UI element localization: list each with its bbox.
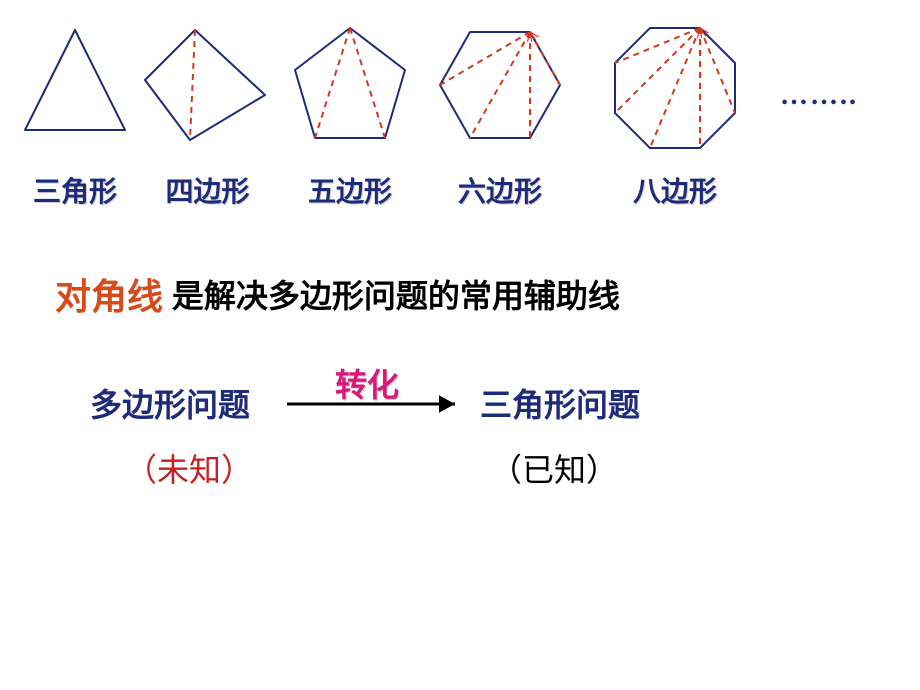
- shape-cell: 八边形: [600, 20, 750, 210]
- known-label: （已知）: [490, 445, 618, 491]
- shape-label: 八边形: [600, 170, 750, 210]
- polygon-icon: [430, 20, 570, 160]
- shape-cell: 四边形: [140, 20, 275, 210]
- shape-cell: 六边形: [430, 20, 570, 210]
- statement-line: 对角线 是解决多边形问题的常用辅助线: [55, 268, 620, 320]
- shape-label: 六边形: [430, 170, 570, 210]
- diagonal-rest: 是解决多边形问题的常用辅助线: [163, 278, 620, 314]
- triangle-problem-label: 三角形问题: [480, 380, 640, 426]
- shape-cell: 五边形: [285, 20, 415, 210]
- polygon-icon: [285, 20, 415, 160]
- shape-cell: 三角形: [15, 20, 135, 210]
- ellipsis: ……..: [780, 80, 858, 112]
- polygon-icon: [140, 20, 275, 160]
- transform-line: 多边形问题 转化 三角形问题: [90, 360, 790, 440]
- shape-label: 三角形: [15, 170, 135, 210]
- polygon-icon: [600, 20, 750, 160]
- polygon-shapes-row: 三角形四边形五边形六边形八边形: [15, 20, 905, 170]
- unknown-label: （未知）: [125, 445, 253, 491]
- shape-label: 五边形: [285, 170, 415, 210]
- transform-label: 转化: [335, 360, 399, 406]
- polygon-icon: [15, 20, 135, 160]
- polygon-problem-label: 多边形问题: [90, 380, 250, 426]
- transform-arrow-group: 转化: [285, 360, 475, 430]
- diagonal-word: 对角线: [55, 277, 163, 317]
- shape-label: 四边形: [140, 170, 275, 210]
